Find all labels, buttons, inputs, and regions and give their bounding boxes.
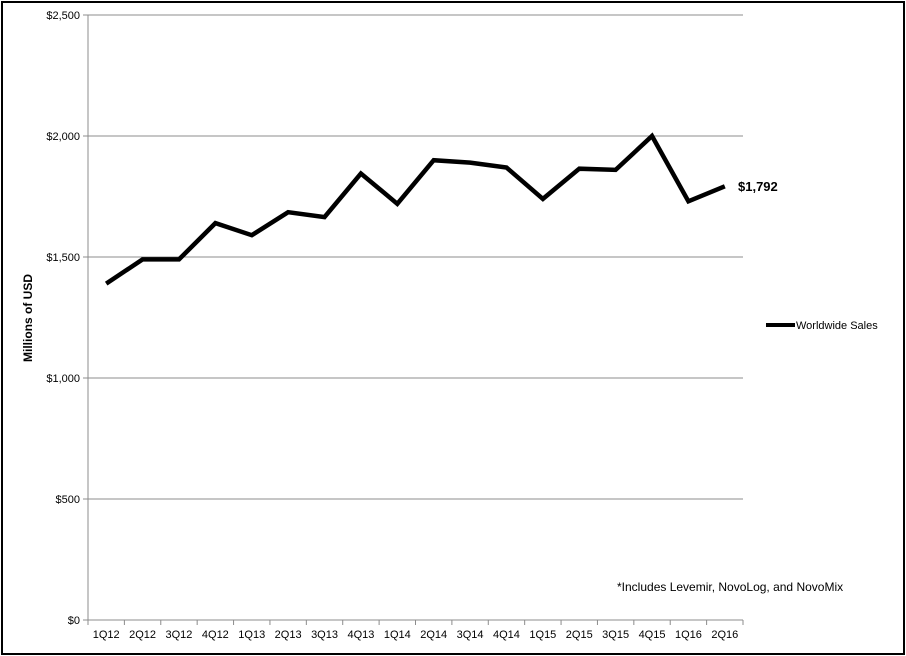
y-tick-label: $500 bbox=[56, 494, 80, 506]
x-tick-label: 4Q15 bbox=[639, 629, 666, 641]
x-tick-label: 4Q13 bbox=[347, 629, 374, 641]
axes bbox=[83, 14, 744, 625]
y-tick-label: $2,500 bbox=[46, 10, 80, 22]
x-tick-label: 2Q14 bbox=[420, 629, 447, 641]
end-value-label: $1,792 bbox=[738, 179, 778, 194]
x-tick-labels: 1Q12 2Q12 3Q12 4Q12 1Q13 2Q13 3Q13 4Q13 1Q14 2Q14… bbox=[93, 629, 739, 641]
x-tick-label: 1Q16 bbox=[675, 629, 702, 641]
y-tick-labels: $0 $500 $1,000 $1,500 $2,000 $2,500 bbox=[46, 10, 80, 627]
x-tick-label: 1Q12 bbox=[93, 629, 120, 641]
x-tick-label: 3Q14 bbox=[457, 629, 484, 641]
x-tick-label: 1Q15 bbox=[529, 629, 556, 641]
x-tick-label: 3Q15 bbox=[602, 629, 629, 641]
x-tick-label: 2Q15 bbox=[566, 629, 593, 641]
x-tick-label: 2Q13 bbox=[275, 629, 302, 641]
y-tick-label: $2,000 bbox=[46, 131, 80, 143]
y-tick-label: $1,000 bbox=[46, 373, 80, 385]
x-tick-label: 3Q13 bbox=[311, 629, 338, 641]
x-tick-label: 1Q14 bbox=[384, 629, 411, 641]
x-tick-label: 4Q14 bbox=[493, 629, 520, 641]
legend: Worldwide Sales bbox=[766, 320, 878, 332]
legend-label: Worldwide Sales bbox=[796, 320, 878, 332]
y-tick-label: $0 bbox=[68, 615, 80, 627]
x-tick-label: 2Q16 bbox=[711, 629, 738, 641]
series-group bbox=[104, 132, 726, 286]
footnote: *Includes Levemir, NovoLog, and NovoMix bbox=[617, 580, 843, 594]
x-tick-label: 2Q12 bbox=[129, 629, 156, 641]
series-line bbox=[104, 132, 726, 286]
x-tick-label: 1Q13 bbox=[238, 629, 265, 641]
x-tick-label: 3Q12 bbox=[166, 629, 193, 641]
y-axis-label: Millions of USD bbox=[21, 274, 35, 362]
x-tick-label: 4Q12 bbox=[202, 629, 229, 641]
gridlines bbox=[88, 14, 743, 500]
y-tick-label: $1,500 bbox=[46, 252, 80, 264]
